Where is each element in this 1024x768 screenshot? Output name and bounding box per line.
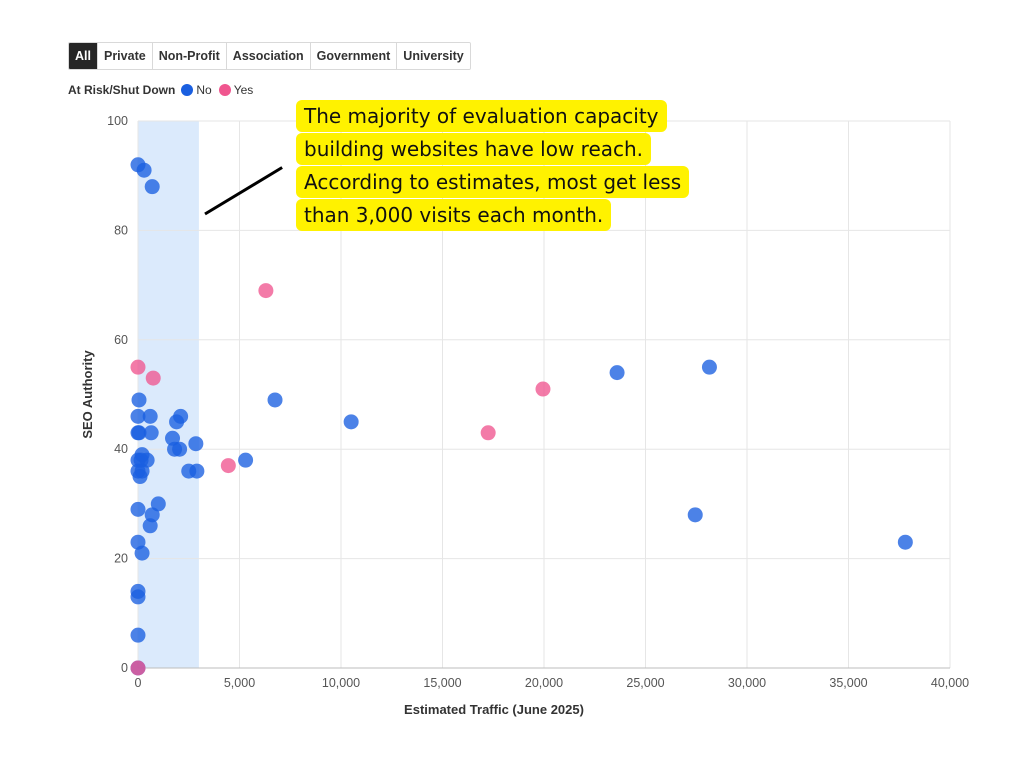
data-point-no (609, 365, 625, 381)
annotation-callout: The majority of evaluation capacity buil… (296, 100, 746, 232)
legend-label-yes: Yes (233, 83, 254, 97)
data-point-no (130, 501, 146, 517)
callout-leader-line (204, 166, 283, 216)
annotation-line: than 3,000 visits each month. (296, 199, 612, 231)
y-tick-label: 100 (107, 114, 128, 128)
legend-dot-yes (218, 84, 231, 96)
tab-government[interactable]: Government (310, 43, 398, 69)
data-point-no (134, 545, 150, 561)
data-point-no (130, 627, 146, 643)
x-axis-title: Estimated Traffic (June 2025) (404, 702, 584, 717)
data-point-no (897, 534, 913, 550)
x-tick-label: 10,000 (322, 676, 360, 690)
data-point-yes (480, 425, 496, 441)
data-point-no (238, 452, 254, 468)
data-point-yes (130, 660, 146, 676)
data-point-no (130, 589, 146, 605)
legend-title: At Risk/Shut Down (68, 83, 176, 97)
data-point-yes (258, 283, 274, 299)
data-point-yes (220, 458, 236, 474)
data-point-no (188, 436, 204, 452)
x-tick-label: 30,000 (728, 676, 766, 690)
data-point-no (343, 414, 359, 430)
data-point-no (142, 408, 158, 424)
x-tick-label: 25,000 (626, 676, 664, 690)
data-point-no (172, 441, 188, 457)
y-tick-label: 60 (114, 333, 128, 347)
legend-item-yes[interactable]: Yes (218, 83, 254, 97)
x-tick-label: 15,000 (423, 676, 461, 690)
x-tick-label: 5,000 (224, 676, 255, 690)
annotation-line: According to estimates, most get less (296, 166, 690, 198)
y-tick-label: 40 (114, 442, 128, 456)
data-point-no (132, 469, 148, 485)
data-point-yes (535, 381, 551, 397)
tab-all[interactable]: All (69, 43, 98, 69)
data-point-no (136, 162, 152, 178)
data-point-no (130, 408, 146, 424)
data-point-no (150, 496, 166, 512)
x-tick-label: 40,000 (931, 676, 969, 690)
y-tick-label: 20 (114, 552, 128, 566)
data-point-no (189, 463, 205, 479)
x-tick-label: 35,000 (829, 676, 867, 690)
data-point-no (169, 414, 185, 430)
legend-item-no[interactable]: No (181, 83, 212, 97)
x-tick-label: 0 (135, 676, 142, 690)
legend-dot-no (181, 84, 194, 96)
highlight-band (138, 121, 199, 668)
data-point-no (143, 425, 159, 441)
tab-association[interactable]: Association (226, 43, 311, 69)
data-point-no (131, 392, 147, 408)
data-point-yes (145, 370, 161, 386)
y-axis-title: SEO Authority (80, 350, 95, 439)
y-tick-label: 0 (121, 661, 128, 675)
annotation-line: The majority of evaluation capacity (296, 100, 667, 132)
x-tick-label: 20,000 (525, 676, 563, 690)
data-point-no (144, 179, 160, 195)
tab-private[interactable]: Private (97, 43, 153, 69)
data-point-no (701, 359, 717, 375)
tab-non-profit[interactable]: Non-Profit (152, 43, 227, 69)
annotation-line: building websites have low reach. (296, 133, 652, 165)
data-point-yes (130, 359, 146, 375)
legend: At Risk/Shut Down No Yes (68, 83, 260, 97)
data-point-no (687, 507, 703, 523)
data-point-no (142, 518, 158, 534)
data-point-no (267, 392, 283, 408)
filter-tabs: All Private Non-Profit Association Governmen… (68, 42, 471, 70)
data-point-no (131, 425, 147, 441)
tab-university[interactable]: University (397, 43, 470, 69)
y-tick-label: 80 (114, 223, 128, 237)
legend-label-no: No (196, 83, 212, 97)
